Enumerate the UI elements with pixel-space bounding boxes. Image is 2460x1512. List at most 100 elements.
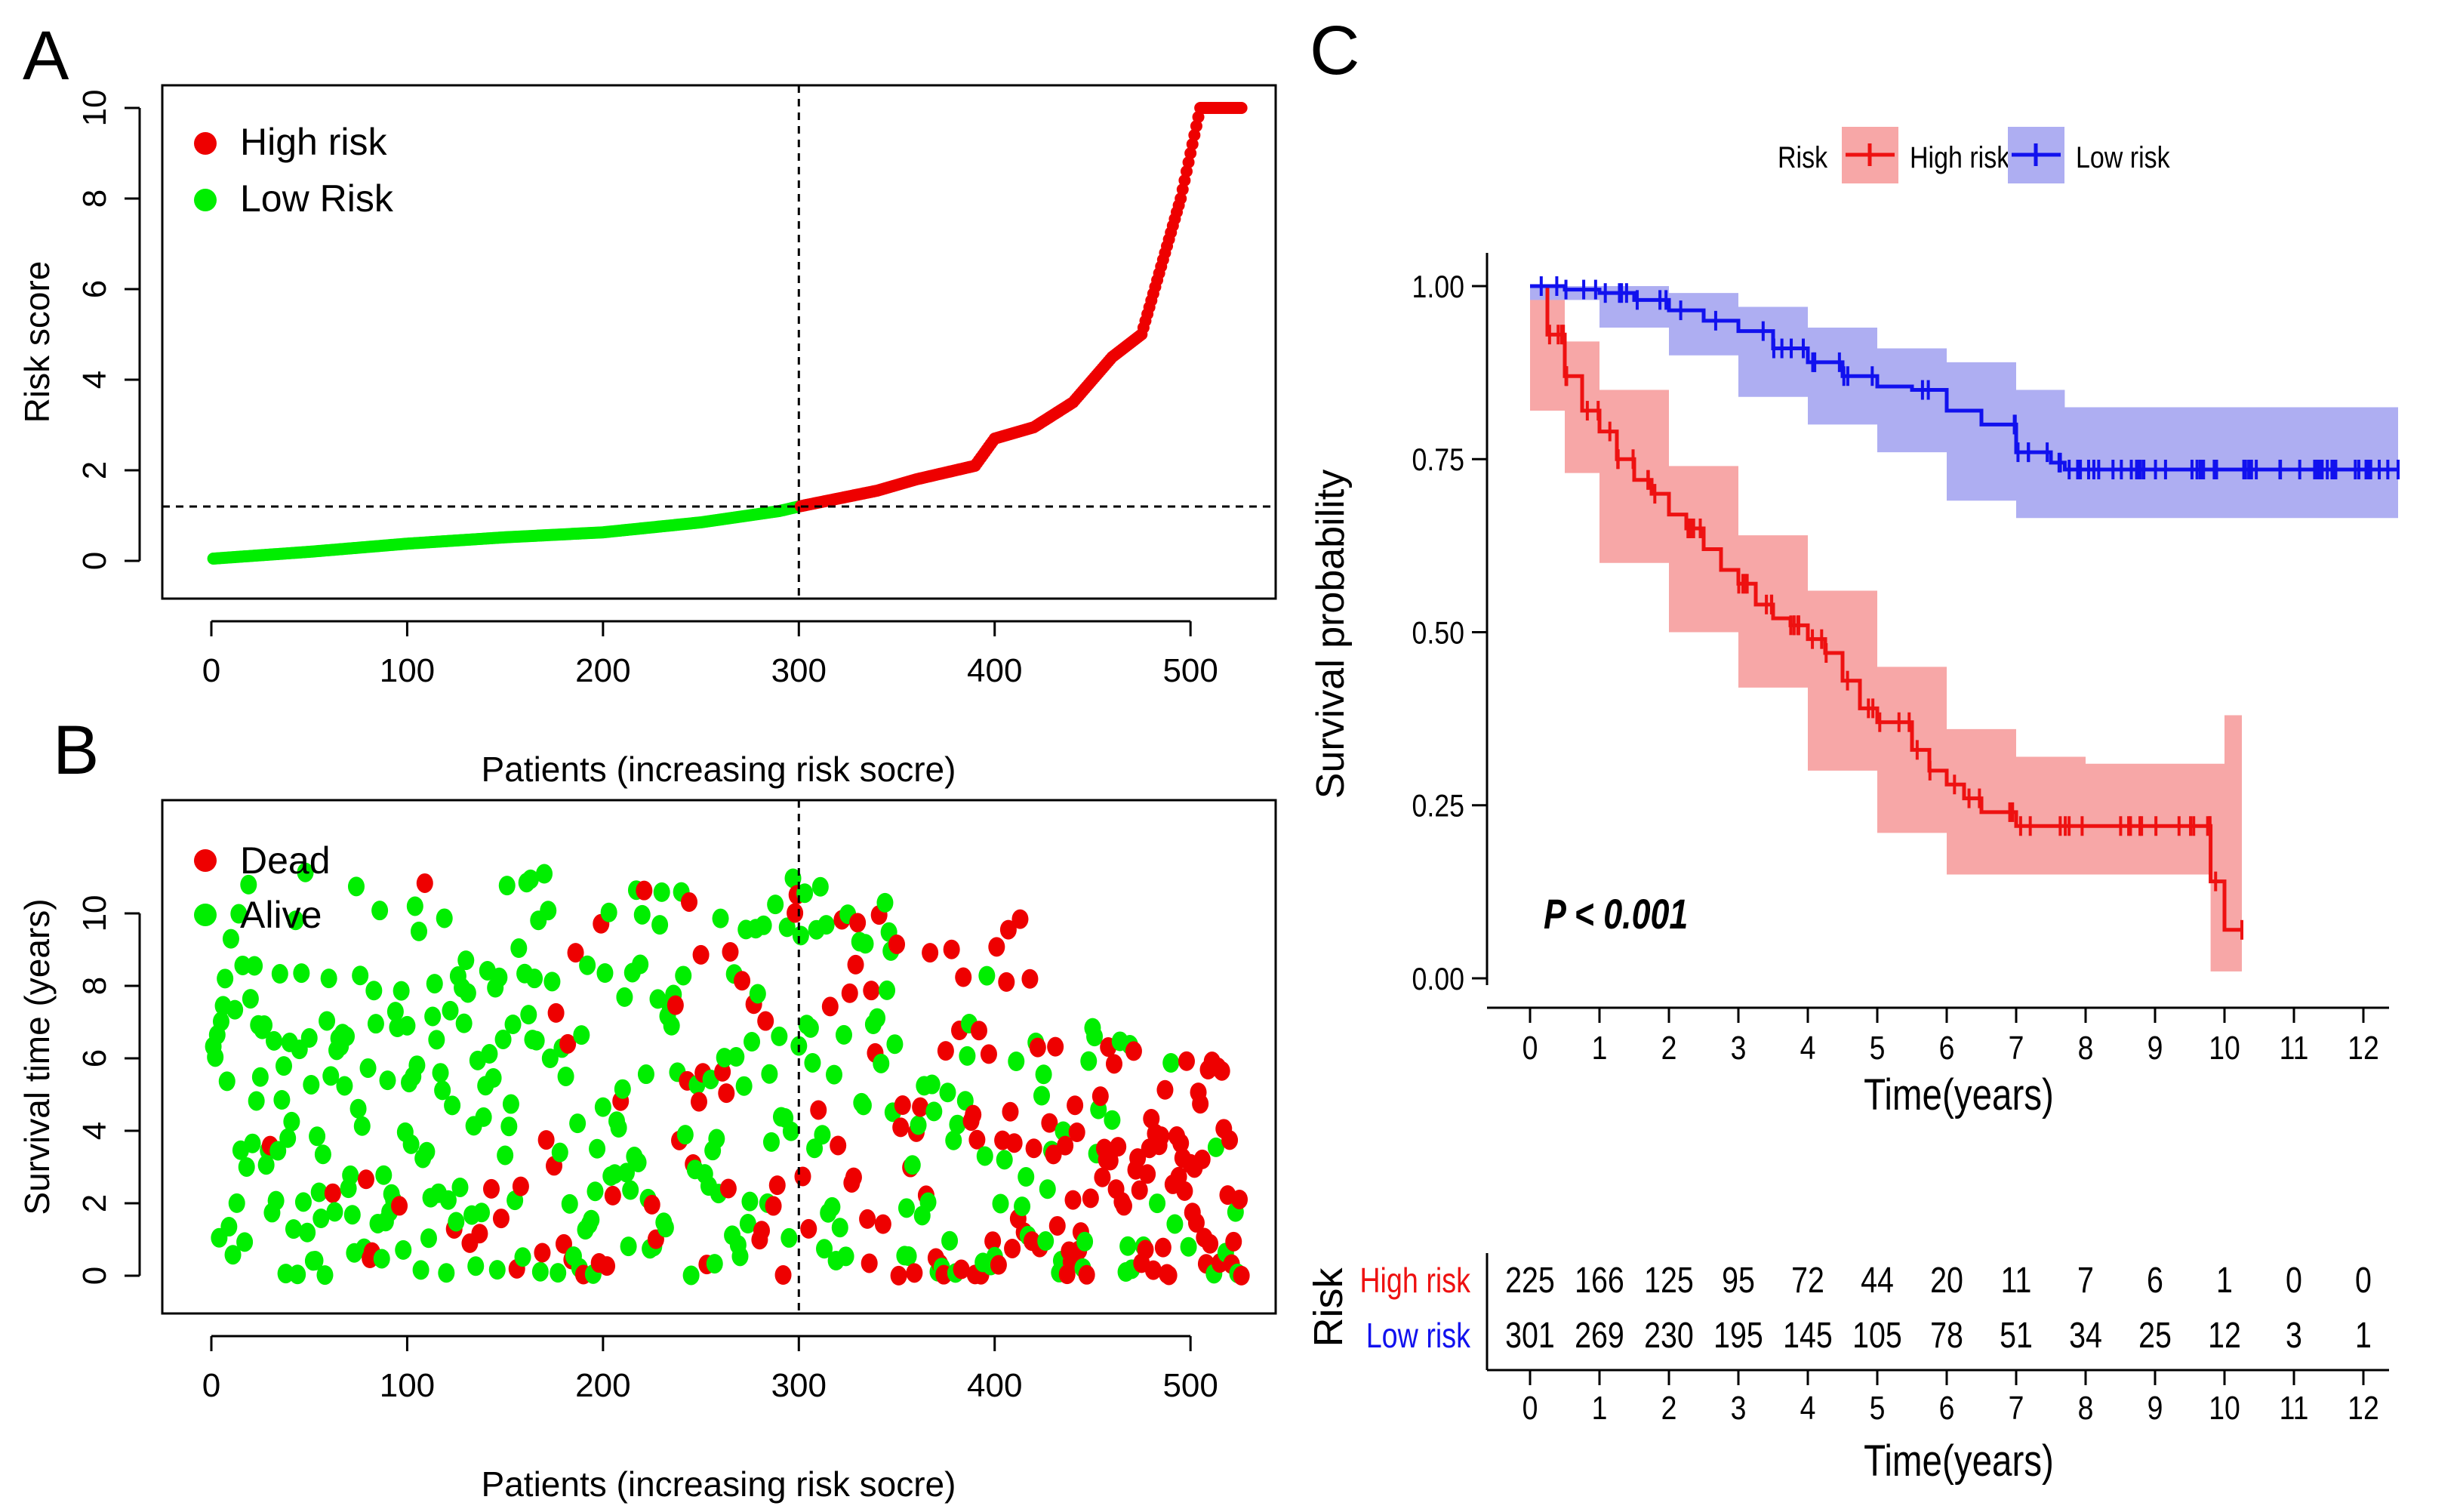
alive-patient-point [708, 1129, 725, 1149]
legend-marker-low-risk [194, 189, 217, 211]
alive-patient-point [897, 1198, 915, 1218]
legend-marker-high-risk [194, 132, 217, 155]
risk-table-cell-low: 230 [1644, 1315, 1694, 1356]
y-tick-label: 10 [76, 90, 113, 127]
dead-patient-point [999, 919, 1017, 940]
alive-patient-point [557, 1066, 574, 1086]
alive-patient-point [531, 1261, 549, 1282]
alive-patient-point [256, 1015, 273, 1036]
risk-table-cell-low: 3 [2286, 1315, 2302, 1356]
y-tick-label: 4 [76, 371, 113, 389]
alive-patient-point [741, 1191, 759, 1212]
dead-patient-point [1172, 1133, 1190, 1153]
dead-patient-point [1048, 1215, 1066, 1236]
risk-table-x-tick-label: 12 [2348, 1389, 2379, 1427]
alive-patient-point [569, 1113, 587, 1134]
y-axis-title-c: Survival probability [1309, 470, 1353, 799]
risk-table-cell-low: 34 [2069, 1315, 2102, 1356]
legend-title-risk: Risk [1778, 140, 1827, 174]
alive-patient-point [373, 1249, 390, 1269]
dead-patient-point [768, 1175, 786, 1196]
y-tick-label: 0 [76, 1267, 113, 1285]
dead-patient-point [1021, 968, 1039, 989]
survival-curve-high-risk [1530, 284, 2242, 932]
alive-patient-point [959, 1045, 976, 1066]
alive-patient-point [831, 1218, 848, 1238]
alive-patient-point [1086, 1027, 1104, 1047]
alive-patient-point [663, 1015, 680, 1036]
risk-table-cell-high: 0 [2355, 1260, 2372, 1301]
alive-patient-point [676, 1125, 694, 1145]
alive-patient-point [804, 1052, 821, 1073]
y-tick-label: 8 [76, 977, 113, 995]
legend-a: High risk Low Risk [194, 121, 394, 220]
alive-patient-point [283, 1111, 300, 1132]
alive-patient-point [739, 1214, 756, 1234]
dead-patient-point [841, 983, 858, 1003]
alive-patient-point [782, 1121, 799, 1141]
x-tick-label: 100 [380, 1367, 435, 1404]
alive-patient-point [267, 1190, 285, 1211]
risk-table-x-tick-label: 3 [1731, 1389, 1747, 1427]
y-tick-label: 0 [76, 552, 113, 570]
dead-patient-point [636, 880, 653, 901]
dead-patient-point [912, 1097, 929, 1117]
dead-patient-point [830, 1135, 847, 1156]
x-tick-label: 200 [575, 652, 630, 689]
alive-patient-point [1149, 1193, 1166, 1214]
x-tick-label: 200 [575, 1367, 630, 1404]
y-tick-label-c: 1.00 [1412, 269, 1464, 304]
alive-patient-point [352, 965, 369, 986]
alive-patient-point [251, 1067, 269, 1087]
alive-patient-point [248, 1091, 265, 1111]
dead-patient-point [1137, 1239, 1154, 1260]
risk-score-point [1182, 156, 1195, 168]
x-tick-label-c: 2 [1661, 1029, 1677, 1067]
risk-score-point [1190, 120, 1202, 132]
dead-patient-point [1154, 1237, 1172, 1258]
dead-patient-point [990, 1255, 1007, 1275]
risk-table-x-tick-label: 5 [1870, 1389, 1886, 1427]
alive-patient-point [336, 1076, 353, 1096]
risk-score-point [1188, 129, 1201, 141]
alive-patient-point [485, 1067, 502, 1088]
y-tick-label: 2 [76, 1194, 113, 1212]
alive-patient-point [1055, 1121, 1072, 1141]
alive-patient-point [442, 1000, 459, 1021]
x-tick-label: 100 [380, 652, 435, 689]
dead-patient-point [922, 943, 939, 963]
dead-patient-point [599, 1256, 616, 1276]
dead-patient-point [888, 934, 906, 954]
alive-patient-point [393, 981, 410, 1001]
dead-patient-point [719, 1178, 737, 1199]
dead-patient-point [1002, 1101, 1019, 1122]
alive-patient-point [319, 1011, 336, 1031]
alive-patient-point [459, 983, 476, 1003]
alive-patient-point [637, 1064, 654, 1085]
alive-patient-point [749, 984, 766, 1004]
risk-table-x-tick-label: 11 [2280, 1389, 2309, 1427]
dead-patient-point [482, 1178, 500, 1199]
dead-patient-point [1129, 1148, 1147, 1169]
alive-patient-point [481, 1044, 498, 1064]
alive-patient-point [1080, 1051, 1098, 1071]
alive-patient-point [886, 1034, 904, 1055]
risk-table-cell-high: 0 [2286, 1260, 2302, 1301]
alive-patient-point [395, 1239, 412, 1260]
risk-table-cell-high: 11 [2001, 1260, 2032, 1301]
dead-patient-point [667, 995, 684, 1015]
alive-patient-point [594, 1097, 611, 1117]
dead-patient-point [970, 1021, 987, 1041]
alive-patient-point [1018, 1167, 1035, 1187]
alive-patient-point [632, 954, 649, 975]
risk-table-ticks: 0 1 2 3 4 5 6 7 8 9 10 11 12 [1522, 1370, 2379, 1427]
alive-patient-point [796, 883, 814, 904]
dead-patient-point [1115, 1196, 1132, 1216]
axes-a: 0 100 200 300 400 500 0 2 4 6 8 10 [76, 90, 1218, 689]
risk-table-x-tick-label: 2 [1661, 1389, 1677, 1427]
legend-label-dead: Dead [240, 839, 331, 882]
alive-patient-point [996, 1150, 1013, 1170]
legend-label-km-high: High risk [1910, 140, 2010, 174]
alive-patient-point [675, 965, 692, 986]
alive-patient-point [620, 1236, 637, 1257]
